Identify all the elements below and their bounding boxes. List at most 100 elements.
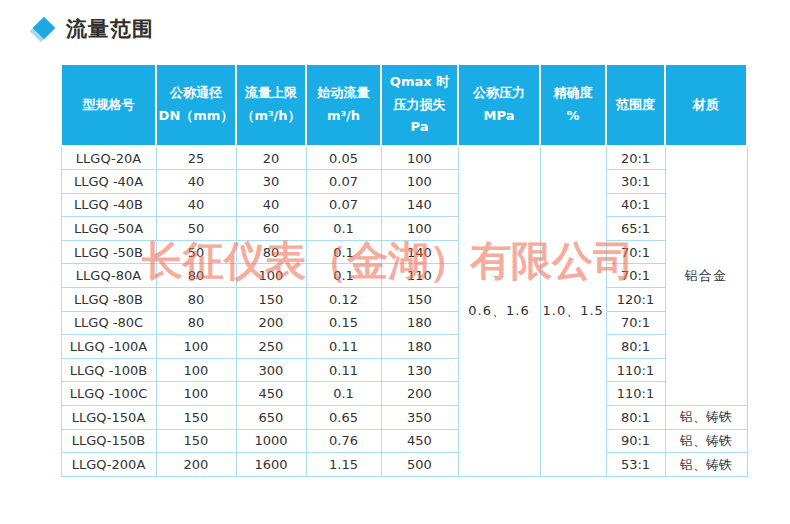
table-row-LLGQ-50A: LLGQ -50A50600.110065:1 xyxy=(61,217,747,241)
cell-dn: 50 xyxy=(156,240,236,264)
cell-dn: 100 xyxy=(156,382,236,406)
cell-pressure-loss: 140 xyxy=(381,193,458,217)
cell-dn: 40 xyxy=(156,193,236,217)
cell-model: LLGQ-150A xyxy=(61,406,156,430)
cell-flow-max: 300 xyxy=(236,358,306,382)
table-header: 型规格号公称通径DN（mm）流量上限（m³/h）始动流量m³/hQmax 时压力… xyxy=(61,64,747,146)
page-title: 流量范围 xyxy=(66,15,154,43)
cell-flow-start: 1.15 xyxy=(306,453,381,477)
cell-range: 70:1 xyxy=(606,264,665,288)
cell-dn: 150 xyxy=(156,406,236,430)
cell-dn: 80 xyxy=(156,264,236,288)
cell-pressure-loss: 500 xyxy=(381,453,458,477)
column-header-model: 型规格号 xyxy=(61,64,156,146)
cell-pressure-loss: 180 xyxy=(381,335,458,359)
cell-dn: 80 xyxy=(156,288,236,312)
spec-table-container: 型规格号公称通径DN（mm）流量上限（m³/h）始动流量m³/hQmax 时压力… xyxy=(60,63,746,477)
cell-dn: 80 xyxy=(156,311,236,335)
cell-flow-max: 100 xyxy=(236,264,306,288)
cell-material-merged: 铝合金 xyxy=(665,146,747,406)
cell-dn: 50 xyxy=(156,217,236,241)
cell-model: LLGQ -40A xyxy=(61,170,156,194)
cell-nominal-pressure-merged: 0.6、1.6 xyxy=(458,146,540,476)
cell-range: 53:1 xyxy=(606,453,665,477)
cell-flow-start: 0.65 xyxy=(306,406,381,430)
header-row: 型规格号公称通径DN（mm）流量上限（m³/h）始动流量m³/hQmax 时压力… xyxy=(61,64,747,146)
cell-model: LLGQ -40B xyxy=(61,193,156,217)
table-row-LLGQ-150A: LLGQ-150A1506500.6535080:1铝、铸铁 xyxy=(61,406,747,430)
cell-range: 80:1 xyxy=(606,335,665,359)
column-header-pressure_loss: Qmax 时压力损失Pa xyxy=(381,64,458,146)
cell-flow-max: 200 xyxy=(236,311,306,335)
cell-flow-max: 30 xyxy=(236,170,306,194)
cell-flow-start: 0.11 xyxy=(306,335,381,359)
table-row-LLGQ-100A: LLGQ -100A1002500.1118080:1 xyxy=(61,335,747,359)
cell-flow-start: 0.05 xyxy=(306,146,381,170)
cell-model: LLGQ -100B xyxy=(61,358,156,382)
cell-model: LLGQ-200A xyxy=(61,453,156,477)
cell-accuracy-merged: 1.0、1.5 xyxy=(540,146,606,476)
cell-range: 90:1 xyxy=(606,429,665,453)
cell-model: LLGQ-80A xyxy=(61,264,156,288)
cell-flow-max: 150 xyxy=(236,288,306,312)
cell-range: 110:1 xyxy=(606,382,665,406)
cell-flow-start: 0.1 xyxy=(306,382,381,406)
cell-flow-start: 0.07 xyxy=(306,170,381,194)
column-header-dn: 公称通径DN（mm） xyxy=(156,64,236,146)
column-header-nominal_pressure: 公称压力MPa xyxy=(458,64,540,146)
cell-flow-start: 0.76 xyxy=(306,429,381,453)
cell-material: 铝、铸铁 xyxy=(665,429,747,453)
cell-material: 铝、铸铁 xyxy=(665,406,747,430)
column-header-flow_start: 始动流量m³/h xyxy=(306,64,381,146)
cell-pressure-loss: 450 xyxy=(381,429,458,453)
column-header-range: 范围度 xyxy=(606,64,665,146)
table-body: LLGQ-20A25200.051000.6、1.61.0、1.520:1铝合金… xyxy=(61,146,747,476)
table-row-LLGQ-200A: LLGQ-200A20016001.1550053:1铝、铸铁 xyxy=(61,453,747,477)
cell-range: 120:1 xyxy=(606,288,665,312)
cell-model: LLGQ -80B xyxy=(61,288,156,312)
cell-dn: 40 xyxy=(156,170,236,194)
cell-flow-start: 0.11 xyxy=(306,358,381,382)
cell-flow-max: 450 xyxy=(236,382,306,406)
cell-flow-start: 0.07 xyxy=(306,193,381,217)
cell-flow-start: 0.1 xyxy=(306,217,381,241)
cell-flow-max: 60 xyxy=(236,217,306,241)
column-header-flow_max: 流量上限（m³/h） xyxy=(236,64,306,146)
table-row-LLGQ-50B: LLGQ -50B50800.114070:1 xyxy=(61,240,747,264)
cell-flow-start: 0.15 xyxy=(306,311,381,335)
table-row-LLGQ-80A: LLGQ-80A801000.111070:1 xyxy=(61,264,747,288)
cell-range: 70:1 xyxy=(606,240,665,264)
table-row-LLGQ-20A: LLGQ-20A25200.051000.6、1.61.0、1.520:1铝合金 xyxy=(61,146,747,170)
cell-dn: 25 xyxy=(156,146,236,170)
cell-flow-max: 20 xyxy=(236,146,306,170)
cell-flow-start: 0.1 xyxy=(306,240,381,264)
cell-material: 铝、铸铁 xyxy=(665,453,747,477)
diamond-icon xyxy=(32,16,58,42)
table-row-LLGQ-100C: LLGQ -100C1004500.1200110:1 xyxy=(61,382,747,406)
cell-dn: 100 xyxy=(156,358,236,382)
section-title: 流量范围 xyxy=(32,14,154,44)
table-row-LLGQ-150B: LLGQ-150B15010000.7645090:1铝、铸铁 xyxy=(61,429,747,453)
cell-flow-max: 1000 xyxy=(236,429,306,453)
cell-flow-max: 40 xyxy=(236,193,306,217)
cell-dn: 200 xyxy=(156,453,236,477)
cell-model: LLGQ-150B xyxy=(61,429,156,453)
cell-dn: 100 xyxy=(156,335,236,359)
cell-flow-max: 650 xyxy=(236,406,306,430)
table-row-LLGQ-40A: LLGQ -40A40300.0710030:1 xyxy=(61,170,747,194)
table-row-LLGQ-100B: LLGQ -100B1003000.11130110:1 xyxy=(61,358,747,382)
cell-flow-max: 250 xyxy=(236,335,306,359)
cell-range: 70:1 xyxy=(606,311,665,335)
table-row-LLGQ-40B: LLGQ -40B40400.0714040:1 xyxy=(61,193,747,217)
cell-pressure-loss: 100 xyxy=(381,146,458,170)
cell-range: 110:1 xyxy=(606,358,665,382)
cell-pressure-loss: 180 xyxy=(381,311,458,335)
cell-flow-max: 80 xyxy=(236,240,306,264)
flow-range-table: 型规格号公称通径DN（mm）流量上限（m³/h）始动流量m³/hQmax 时压力… xyxy=(60,63,748,477)
cell-pressure-loss: 140 xyxy=(381,240,458,264)
cell-model: LLGQ-20A xyxy=(61,146,156,170)
cell-model: LLGQ -100C xyxy=(61,382,156,406)
cell-pressure-loss: 350 xyxy=(381,406,458,430)
cell-range: 20:1 xyxy=(606,146,665,170)
cell-model: LLGQ -50A xyxy=(61,217,156,241)
